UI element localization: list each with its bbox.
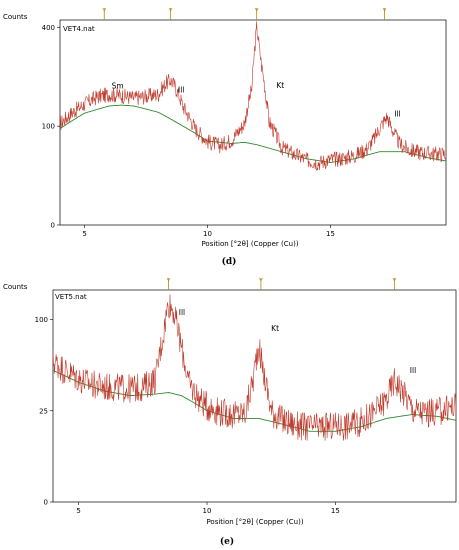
- y-axis-title: Counts: [3, 283, 28, 291]
- peak-label: Sm: [112, 82, 124, 91]
- peak-label: Ill: [394, 110, 400, 119]
- x-tick-label: 5: [82, 230, 86, 238]
- y-tick-label: 0: [44, 499, 48, 507]
- x-axis-title: Position [°2θ] (Copper (Cu)): [206, 518, 303, 526]
- y-tick-label: 100: [35, 316, 48, 324]
- reference-marker-head: [254, 7, 259, 12]
- x-tick-label: 15: [326, 230, 335, 238]
- peak-annotations: Sm Ill Kt Ill: [112, 81, 401, 119]
- reference-marker-head: [392, 277, 397, 282]
- background-curve: [52, 369, 457, 432]
- y-tick-label: 400: [42, 24, 55, 32]
- peak-label: Ill: [179, 308, 185, 317]
- peak-label: Kt: [276, 81, 284, 90]
- peak-label: Kt: [271, 324, 279, 333]
- reference-markers: [166, 277, 397, 290]
- x-axis-title: Position [°2θ] (Copper (Cu)): [201, 240, 298, 248]
- peak-label: Ill: [410, 366, 416, 375]
- axis-ticks: 5 10 15 0 100 400: [42, 24, 335, 238]
- y-tick-label: 100: [42, 123, 55, 131]
- diffraction-pattern: [59, 21, 447, 172]
- plot-frame: [59, 19, 447, 226]
- sample-name: VET5.nat: [55, 293, 87, 301]
- peak-label: Ill: [178, 85, 184, 94]
- background-curve: [59, 104, 447, 163]
- reference-marker-head: [168, 7, 173, 12]
- y-tick-label: 25: [39, 407, 48, 415]
- y-tick-label: 0: [51, 222, 55, 230]
- reference-marker-head: [166, 277, 171, 282]
- x-tick-label: 10: [203, 230, 212, 238]
- sample-name: VET4.nat: [63, 25, 95, 33]
- reference-marker-head: [259, 277, 263, 282]
- xrd-panel-e: Counts VET5.nat 5 10 15 0 25 100 Ill Kt Ill Pos…: [3, 277, 457, 547]
- reference-markers: [102, 7, 387, 20]
- diffraction-pattern: [52, 294, 457, 441]
- panel-label: (e): [220, 536, 234, 547]
- axis-ticks: 5 10 15 0 25 100: [35, 316, 340, 515]
- reference-marker-head: [382, 7, 387, 12]
- plot-frame: [52, 289, 457, 503]
- y-axis-title: Counts: [3, 13, 28, 21]
- peak-annotations: Ill Kt Ill: [179, 308, 416, 375]
- x-tick-label: 10: [203, 507, 212, 515]
- panel-label: (d): [222, 256, 237, 267]
- x-tick-label: 5: [76, 507, 80, 515]
- x-tick-label: 15: [331, 507, 340, 515]
- reference-marker-head: [102, 7, 107, 12]
